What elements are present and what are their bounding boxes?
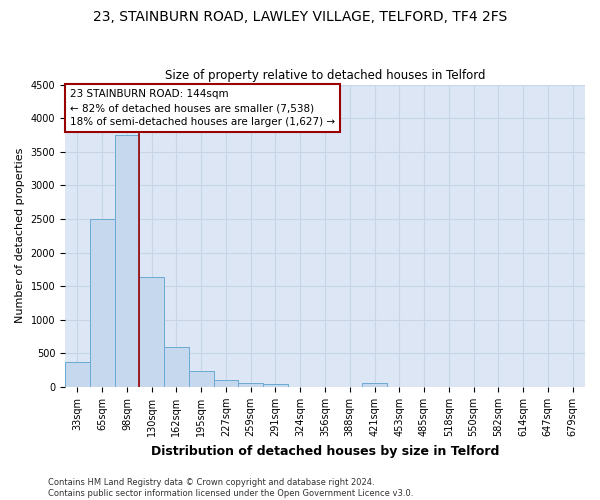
- X-axis label: Distribution of detached houses by size in Telford: Distribution of detached houses by size …: [151, 444, 499, 458]
- Bar: [238, 382, 263, 387]
- Text: Contains HM Land Registry data © Crown copyright and database right 2024.
Contai: Contains HM Land Registry data © Crown c…: [48, 478, 413, 498]
- Text: 23 STAINBURN ROAD: 144sqm
← 82% of detached houses are smaller (7,538)
18% of se: 23 STAINBURN ROAD: 144sqm ← 82% of detac…: [70, 90, 335, 128]
- Bar: [65, 362, 90, 387]
- Title: Size of property relative to detached houses in Telford: Size of property relative to detached ho…: [165, 69, 485, 82]
- Bar: [115, 135, 139, 387]
- Bar: [139, 276, 164, 387]
- Y-axis label: Number of detached properties: Number of detached properties: [15, 148, 25, 324]
- Bar: [362, 383, 387, 387]
- Bar: [263, 384, 288, 387]
- Text: 23, STAINBURN ROAD, LAWLEY VILLAGE, TELFORD, TF4 2FS: 23, STAINBURN ROAD, LAWLEY VILLAGE, TELF…: [93, 10, 507, 24]
- Bar: [90, 219, 115, 387]
- Bar: [189, 371, 214, 387]
- Bar: [164, 348, 189, 387]
- Bar: [214, 380, 238, 387]
